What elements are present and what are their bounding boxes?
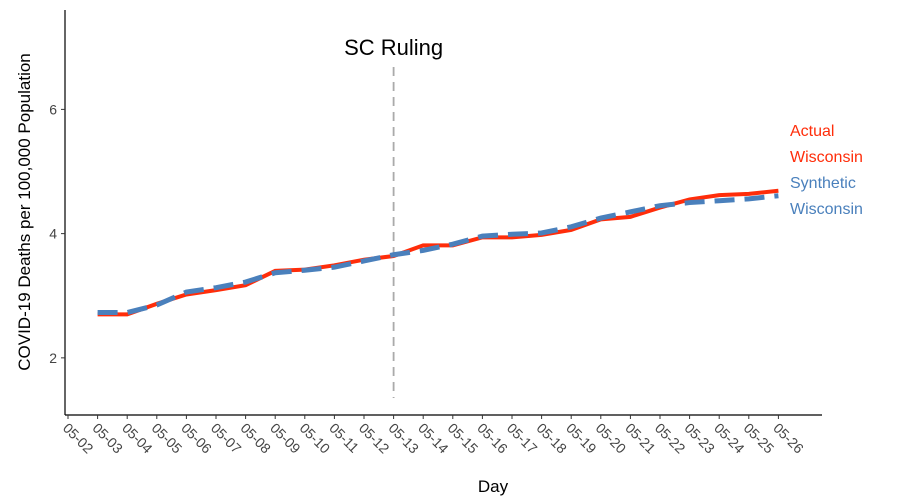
x-tick-label: 05-11	[326, 420, 362, 456]
x-tick-label: 05-02	[60, 420, 97, 457]
x-tick-label: 05-03	[89, 420, 126, 457]
legend-label: Actual Wisconsin	[790, 123, 863, 166]
series-line	[97, 188, 779, 317]
x-tick-label: 05-26	[770, 420, 807, 457]
x-tick-label: 05-13	[385, 420, 422, 457]
x-tick-label: 05-12	[356, 420, 393, 457]
y-axis-label: COVID-19 Deaths per 100,000 Population	[15, 53, 34, 371]
x-tick-label: 05-20	[593, 420, 630, 457]
x-tick-label: 05-24	[711, 420, 748, 457]
x-tick-label: 05-06	[178, 420, 215, 457]
x-tick-label: 05-04	[119, 420, 156, 457]
x-tick-label: 05-15	[445, 420, 482, 457]
series-line	[97, 193, 779, 316]
x-tick-label: 05-16	[474, 420, 511, 457]
x-tick-label: 05-21	[622, 420, 659, 457]
legend-label: Synthetic Wisconsin	[790, 175, 863, 218]
x-tick-label: 05-22	[652, 420, 689, 457]
y-tick-label: 4	[49, 226, 57, 242]
annotation-text: SC Ruling	[344, 35, 443, 60]
x-tick-label: 05-10	[297, 420, 334, 457]
x-tick-label: 05-18	[533, 420, 570, 457]
x-tick-label: 05-19	[563, 420, 600, 457]
x-axis-label: Day	[478, 477, 509, 496]
x-tick-label: 05-07	[208, 420, 245, 457]
x-tick-label: 05-05	[149, 420, 186, 457]
x-tick-label: 05-14	[415, 420, 452, 457]
y-tick-label: 2	[49, 350, 57, 366]
x-tick-label: 05-08	[237, 420, 274, 457]
x-tick-label: 05-17	[504, 420, 541, 457]
x-tick-label: 05-25	[741, 420, 778, 457]
x-tick-label: 05-09	[267, 420, 304, 457]
y-tick-label: 6	[49, 101, 57, 117]
x-tick-label: 05-23	[681, 420, 718, 457]
